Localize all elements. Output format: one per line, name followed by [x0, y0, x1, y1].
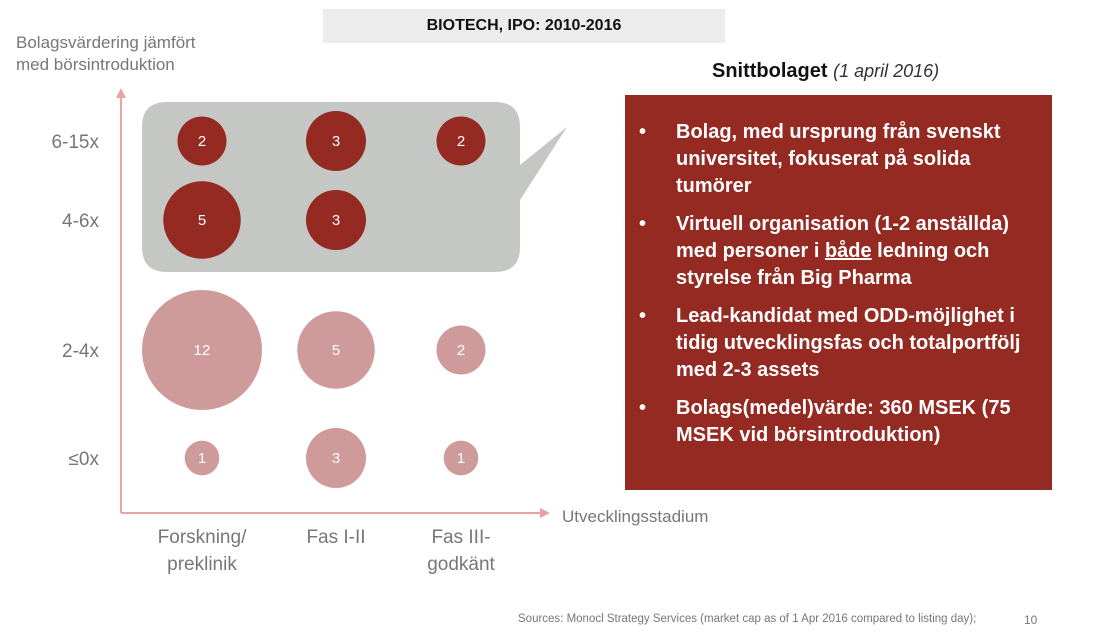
bullet-text-post: ledning och styrelse från Big Pharma [676, 240, 990, 289]
y-tick-label: 6-15x [51, 132, 99, 153]
page-number: 10 [1024, 613, 1038, 627]
bullet-glyph: • [639, 305, 647, 327]
bullet-text: Bolags(medel)värde: 360 MSEK (75 MSEK vi… [676, 397, 1011, 446]
bubble-count-label: 2 [198, 133, 206, 150]
bubble [297, 311, 375, 389]
summary-bullet: • Lead-kandidat med ODD-möjlighet i tidi… [639, 303, 1036, 384]
bullet-text-pre: Virtuell organisation (1-2 anställda) me… [676, 213, 1010, 262]
y-tick-label: 4-6x [62, 211, 99, 232]
x-tick-label: Forskning/ [158, 527, 247, 548]
bubble-count-label: 1 [457, 450, 465, 467]
bubble [306, 428, 366, 488]
bubble-count-label: 2 [457, 342, 465, 359]
y-axis-title: Bolagsvärdering jämfört med börsintroduk… [16, 33, 196, 74]
slide-title: BIOTECH, IPO: 2010-2016 [323, 9, 725, 43]
panel-title: Snittbolaget (1 april 2016) [712, 60, 939, 83]
summary-panel: • Bolag, med ursprung från svenskt unive… [625, 95, 1052, 490]
summary-bullet: • Virtuell organisation (1-2 anställda) … [639, 211, 1036, 292]
bubble-count-label: 12 [194, 342, 211, 359]
x-axis-title: Utvecklingsstadium [562, 507, 709, 526]
summary-bullet: • Bolag, med ursprung från svenskt unive… [639, 119, 1036, 200]
bubble-count-label: 3 [332, 133, 340, 150]
x-tick-label: preklinik [167, 554, 237, 575]
bubble-count-label: 1 [198, 450, 206, 467]
bubble-chart: ≤0x 2-4x 4-6x 6-15x Forskning/preklinik Fas I… [51, 88, 567, 575]
panel-title-date: (1 april 2016) [833, 61, 940, 81]
summary-bullet-list: • Bolag, med ursprung från svenskt unive… [639, 119, 1036, 449]
bullet-glyph: • [639, 121, 647, 143]
bubble [163, 181, 241, 259]
bubble [177, 116, 227, 166]
bubble-count-label: 5 [332, 342, 340, 359]
bubble [184, 440, 220, 476]
source-note: Sources: Monocl Strategy Services (marke… [518, 613, 977, 625]
bubble [142, 290, 262, 410]
bullet-text: Lead-kandidat med ODD-möjlighet i tidig … [676, 305, 1021, 381]
summary-bullet: • Bolags(medel)värde: 360 MSEK (75 MSEK … [639, 395, 1036, 449]
y-tick-label: 2-4x [62, 341, 99, 362]
bubble [436, 325, 486, 375]
y-tick-label: ≤0x [69, 449, 100, 470]
bullet-glyph: • [639, 397, 647, 419]
y-axis-arrowhead [116, 88, 126, 98]
bubble-count-label: 5 [198, 212, 206, 229]
bubble-count-label: 2 [457, 133, 465, 150]
bullet-text: Bolag, med ursprung från svenskt univers… [676, 121, 1001, 197]
x-tick-label: Fas III- [431, 527, 490, 548]
x-tick-label: Fas I-II [306, 527, 365, 548]
bullet-glyph: • [639, 213, 647, 235]
bubble [436, 116, 486, 166]
bubble-count-label: 3 [332, 450, 340, 467]
bubble [306, 111, 366, 171]
x-axis-arrowhead [540, 508, 550, 518]
bullet-text-underlined: både [824, 240, 872, 262]
bubble [306, 190, 366, 250]
panel-title-main: Snittbolaget [712, 60, 828, 82]
bubble-count-label: 3 [332, 212, 340, 229]
bubble [443, 440, 479, 476]
x-tick-label: godkänt [427, 554, 495, 575]
